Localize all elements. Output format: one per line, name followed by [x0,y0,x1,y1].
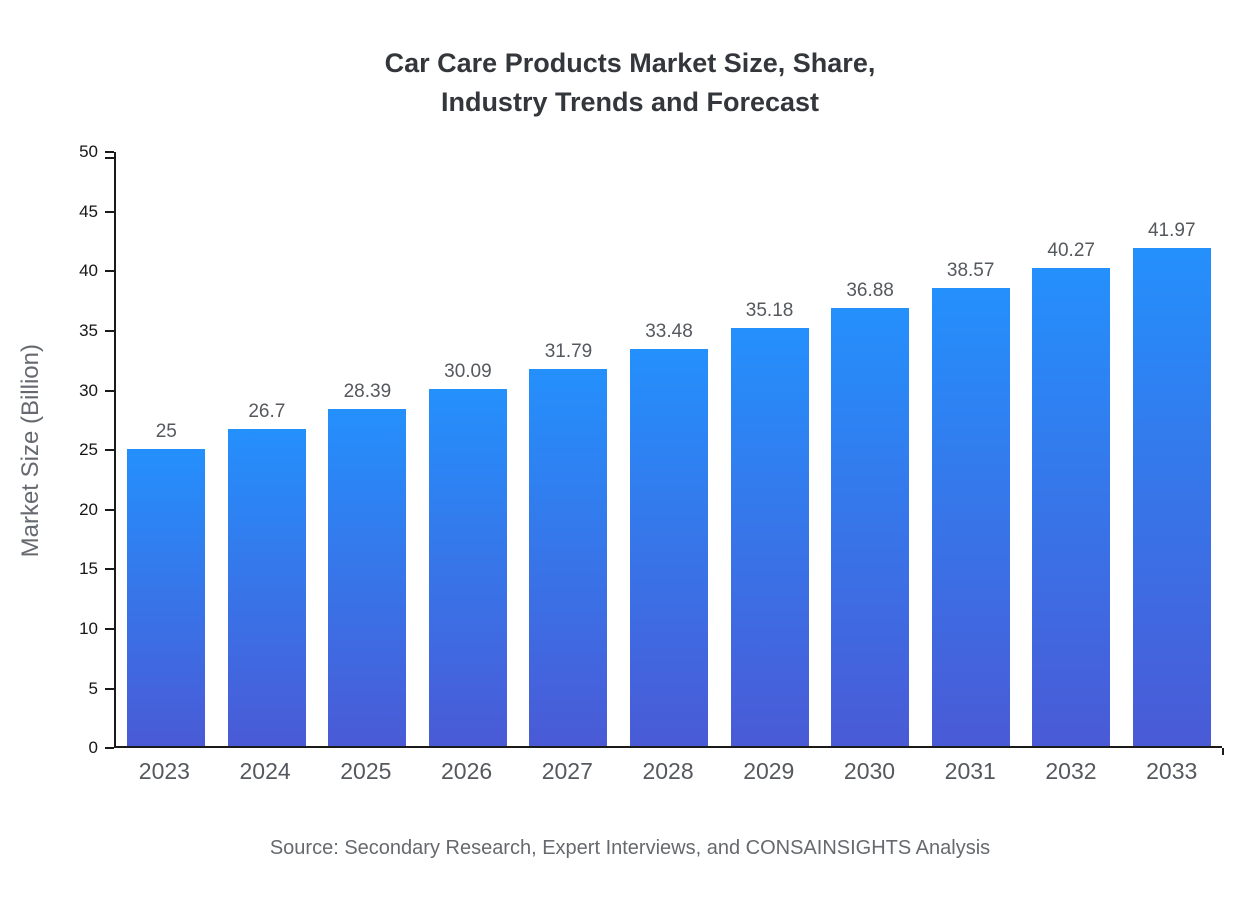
y-tick-label: 15 [79,559,98,579]
bar-value-label: 25 [155,421,177,443]
x-tick-label: 2033 [1146,758,1198,785]
chart-area: Market Size (Billion) 0 5 10 15 20 25 30 35 40 45… [10,143,1224,785]
x-tick-label: 2031 [944,758,996,785]
plot-area: 25 26.7 28.39 30.09 31.79 33.48 35.18 36.88 38.5… [114,152,1224,756]
bar-value-label: 40.27 [1047,239,1095,261]
x-tick-label: 2027 [541,758,593,785]
y-tick-label: 25 [79,440,98,460]
x-tick-label: 2029 [743,758,795,785]
y-tick-mark [105,330,114,333]
y-tick-label: 50 [79,142,98,162]
bar-value-label: 31.79 [544,340,593,362]
y-tick-mark [105,568,114,571]
bar-group: 30.09 [418,152,519,747]
bar [730,328,809,747]
y-tick-mark [105,389,114,392]
bar-value-label: 33.48 [645,320,693,342]
y-tick-mark [105,628,114,631]
bar-group: 28.39 [317,152,418,747]
y-tick-label: 20 [79,499,98,519]
bar-group: 41.97 [1121,152,1222,747]
x-tick-label: 2028 [642,758,694,785]
bar [630,348,708,747]
bar [227,429,306,747]
bar-value-label: 36.88 [846,280,894,302]
bar-group: 31.79 [518,152,619,747]
bar [1032,267,1111,747]
y-tick-mark [105,449,114,452]
bar [127,449,206,747]
x-tick-label: 2030 [843,758,896,785]
bar [831,308,910,747]
chart-title: Car Care Products Market Size, Share, In… [384,48,876,118]
y-tick-mark [105,151,114,154]
plot-stack: 25 26.7 28.39 30.09 31.79 33.48 35.18 36.88 38.5… [114,152,1224,785]
y-tick-label: 45 [79,201,98,221]
x-tick-label: 2026 [440,758,493,785]
y-axis: 0 5 10 15 20 25 30 35 40 45 50 [52,143,114,757]
bar-value-label: 30.09 [444,360,492,382]
bar-value-label: 35.18 [745,300,794,322]
y-tick-mark [105,747,114,750]
bar-group: 36.88 [820,152,921,747]
y-tick-mark [105,270,114,273]
bar-group: 35.18 [719,152,820,747]
y-axis-title-column: Market Size (Billion) [10,152,52,748]
bar [1132,247,1211,747]
bar [428,388,507,747]
bar-group: 26.7 [217,152,318,747]
y-tick-label: 35 [79,321,98,341]
x-tick-label: 2032 [1045,758,1097,785]
x-tick-label: 2024 [239,758,291,785]
x-tick-label: 2023 [138,758,190,785]
y-tick-mark [105,687,114,690]
y-tick-label: 30 [79,380,98,400]
x-tick-label: 2025 [340,758,392,785]
source-note: Source: Secondary Research, Expert Inter… [269,837,991,860]
bar-group: 38.57 [920,152,1021,747]
bar-value-label: 28.39 [343,381,392,403]
bar [328,409,407,747]
bar-value-label: 26.7 [248,401,286,423]
y-axis-title: Market Size (Billion) [17,343,44,557]
y-tick-mark [105,508,114,511]
bar-group: 33.48 [619,152,720,747]
y-tick-label: 10 [79,619,98,639]
y-tick-mark [105,210,114,213]
bar [931,288,1010,747]
bar-group: 40.27 [1021,152,1122,747]
bars: 25 26.7 28.39 30.09 31.79 33.48 35.18 36.88 38.5… [116,152,1222,747]
bar [529,368,608,747]
x-axis-labels: 2023 2024 2025 2026 2027 2028 2029 2030 2031 2032… [114,758,1222,785]
y-tick-label: 5 [88,678,98,698]
bar-value-label: 41.97 [1147,219,1196,241]
bar-value-label: 38.57 [946,260,995,282]
axis-cap-mark [105,157,114,160]
y-tick-label: 40 [79,261,98,281]
bar-group: 25 [116,152,217,747]
y-tick-label: 0 [88,738,98,758]
